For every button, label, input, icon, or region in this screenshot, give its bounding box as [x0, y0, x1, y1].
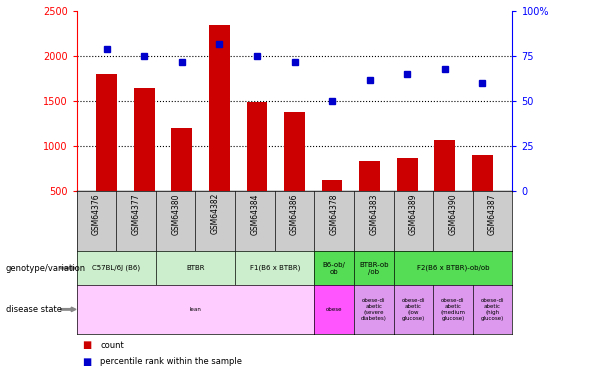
Text: F1(B6 x BTBR): F1(B6 x BTBR)	[250, 265, 300, 272]
Text: GSM64386: GSM64386	[290, 193, 299, 234]
Text: ■: ■	[82, 357, 92, 367]
Bar	[472, 155, 492, 191]
Text: obese-di
abetic
(high
glucose): obese-di abetic (high glucose)	[481, 298, 504, 321]
Text: BTBR: BTBR	[186, 265, 205, 271]
Text: ■: ■	[82, 340, 92, 350]
Text: percentile rank within the sample: percentile rank within the sample	[100, 357, 242, 366]
Text: C57BL/6J (B6): C57BL/6J (B6)	[92, 265, 140, 272]
Text: GSM64384: GSM64384	[250, 193, 259, 234]
Text: obese-di
abetic
(medium
glucose): obese-di abetic (medium glucose)	[441, 298, 465, 321]
Bar	[397, 158, 418, 191]
Text: GSM64376: GSM64376	[92, 193, 101, 235]
Text: count: count	[100, 340, 124, 350]
Bar	[171, 128, 192, 191]
Bar	[359, 160, 380, 191]
Text: GSM64378: GSM64378	[330, 193, 339, 234]
Bar	[247, 102, 267, 191]
Text: F2(B6 x BTBR)-ob/ob: F2(B6 x BTBR)-ob/ob	[417, 265, 489, 272]
Bar	[209, 25, 230, 191]
Text: GSM64390: GSM64390	[448, 193, 458, 235]
Bar	[134, 88, 154, 191]
Text: obese: obese	[326, 307, 342, 312]
Text: GSM64387: GSM64387	[488, 193, 497, 234]
Text: GSM64377: GSM64377	[131, 193, 141, 235]
Text: B6-ob/
ob: B6-ob/ ob	[323, 262, 346, 274]
Text: BTBR-ob
/ob: BTBR-ob /ob	[359, 262, 389, 274]
Text: obese-di
abetic
(low
glucose): obese-di abetic (low glucose)	[402, 298, 425, 321]
Text: GSM64389: GSM64389	[409, 193, 418, 234]
Text: GSM64383: GSM64383	[369, 193, 378, 234]
Text: disease state: disease state	[6, 305, 62, 314]
Text: GSM64380: GSM64380	[171, 193, 180, 234]
Text: lean: lean	[190, 307, 201, 312]
Text: obese-di
abetic
(severe
diabetes): obese-di abetic (severe diabetes)	[361, 298, 387, 321]
Bar	[435, 140, 455, 191]
Bar	[322, 180, 342, 191]
Bar	[284, 112, 305, 191]
Bar	[97, 74, 117, 191]
Text: GSM64382: GSM64382	[211, 193, 220, 234]
Text: genotype/variation: genotype/variation	[6, 264, 86, 273]
